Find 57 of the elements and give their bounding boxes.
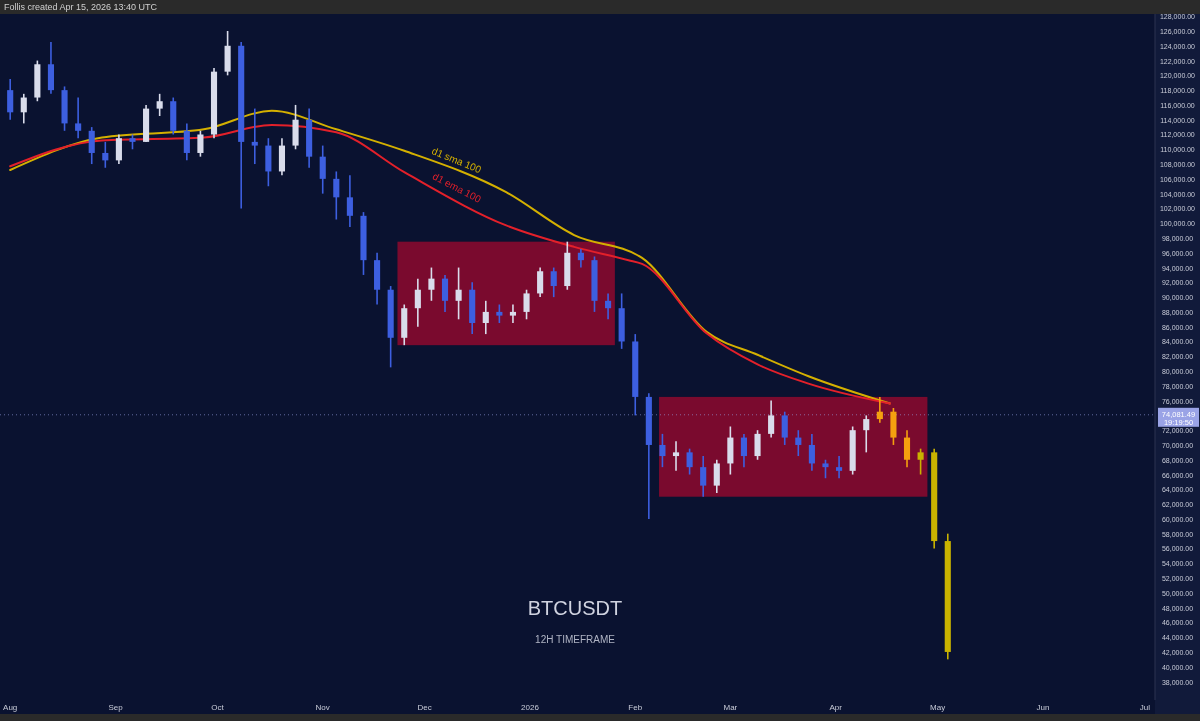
candlestick [700,455,707,498]
candlestick [197,130,204,158]
candlestick [672,440,680,472]
candlestick [183,122,190,162]
candlestick [808,433,815,472]
candlestick [754,429,761,461]
candlestick [605,292,612,321]
candlestick [482,300,489,335]
text: 12H TIMEFRAME [535,634,616,645]
candlestick [441,274,449,313]
x-tick-label: May [930,703,946,712]
candlestick [428,266,435,302]
x-tick-label: 2026 [521,703,540,712]
x-tick-label: Aug [3,703,18,712]
x-tick-label: Feb [628,703,643,712]
candlestick [523,288,530,321]
x-tick-label: Nov [315,703,330,712]
candlestick [795,429,802,457]
candlestick [156,93,163,117]
candlestick [333,170,340,221]
candlestick [768,399,775,439]
candlestick [917,447,924,476]
candlestick [537,266,544,298]
candlestick [686,447,693,476]
candlestick [876,396,883,424]
candlestick [659,433,666,468]
text: Follis created Apr 15, 2026 13:40 UTC [4,2,158,12]
candlestick [863,414,870,454]
x-tick-label: Apr [829,703,843,712]
candlestick [455,266,462,321]
candlestick [713,458,720,494]
candlestick [88,126,95,165]
candlestick [740,433,748,468]
x-tick-label: Jun [1036,703,1050,712]
candlestick [346,174,353,228]
candlestick [414,277,421,328]
candlestick [115,133,122,165]
text: BTCUSDT [527,597,623,619]
candlestick [903,429,911,468]
candlestick [319,144,326,195]
candlestick [20,93,27,125]
candlestick [7,78,14,121]
candlestick [251,107,258,165]
x-tick-label: Sep [108,703,124,712]
x-tick-label: Dec [417,703,432,712]
x-tick-label: Oct [211,703,225,712]
candlestick [550,266,557,298]
x-tick-label: Mar [723,703,738,712]
candlestick [836,455,843,480]
candlestick [496,303,503,324]
candlestick [577,248,584,269]
candlestick [781,410,788,446]
candlestick [102,141,109,169]
candlestick [822,458,829,480]
candlestick [509,303,517,324]
x-tick-label: Jul [1139,703,1151,712]
candlestick [75,96,82,139]
